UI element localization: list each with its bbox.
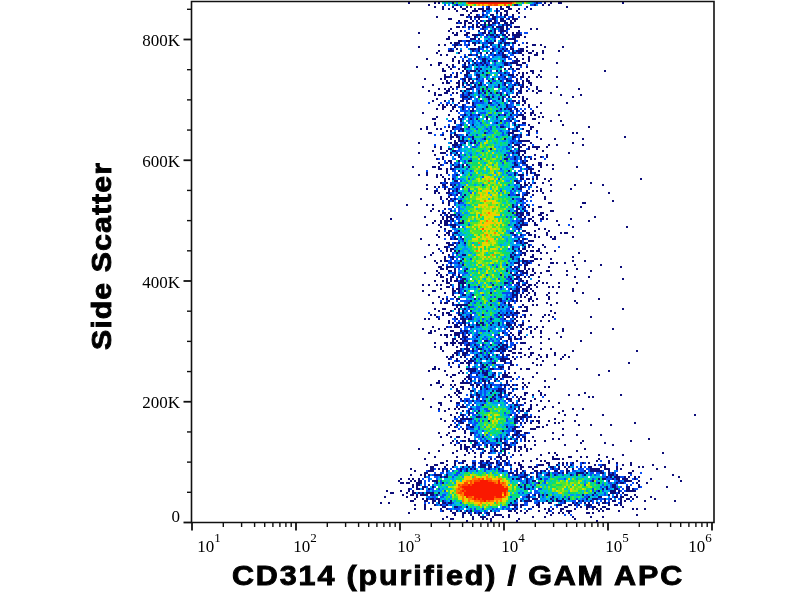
svg-text:800K: 800K	[142, 31, 181, 50]
svg-text:0: 0	[172, 507, 181, 526]
svg-text:400K: 400K	[142, 273, 181, 292]
svg-text:106: 106	[688, 530, 712, 556]
svg-text:Side Scatter: Side Scatter	[86, 162, 117, 350]
svg-text:104: 104	[501, 530, 525, 556]
svg-text:101: 101	[197, 530, 221, 556]
svg-text:105: 105	[605, 530, 629, 556]
svg-text:600K: 600K	[142, 152, 181, 171]
svg-text:200K: 200K	[142, 393, 181, 412]
svg-text:103: 103	[397, 530, 421, 556]
svg-text:CD314 (purified) / GAM APC: CD314 (purified) / GAM APC	[232, 559, 684, 591]
svg-text:102: 102	[293, 530, 317, 556]
